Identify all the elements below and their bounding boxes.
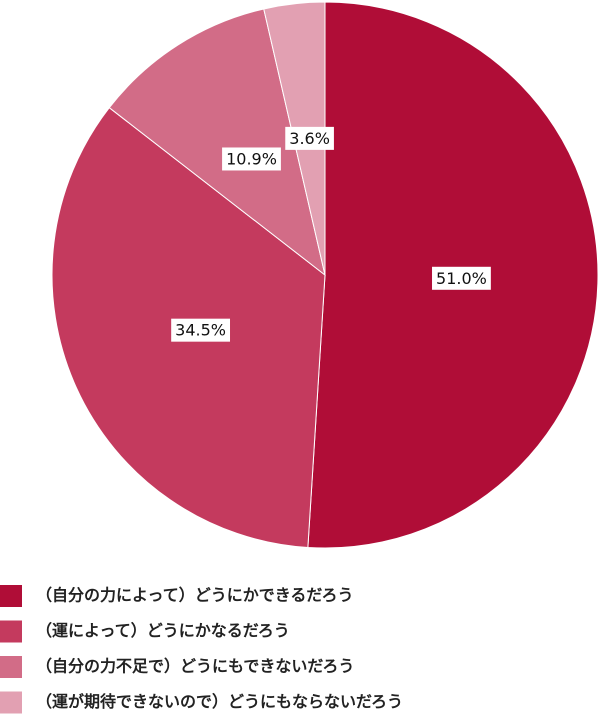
data-label-group: 10.9%: [222, 147, 281, 171]
legend-swatch: [0, 691, 22, 714]
legend-label: （自分の力によって）どうにかできるだろう: [36, 586, 353, 605]
pie-slice: [108, 8, 326, 277]
legend-swatch: [0, 620, 22, 643]
data-label-group: 51.0%: [432, 266, 491, 290]
data-label: 34.5%: [175, 321, 226, 340]
legend-swatch: [0, 656, 22, 678]
legend-label: （自分の力不足で）どうにもできないだろう: [36, 657, 354, 676]
data-label: 3.6%: [289, 129, 330, 148]
data-label-box: [285, 126, 334, 150]
legend-swatch: [0, 585, 22, 607]
legend-label: （運によって）どうにかなるだろう: [36, 621, 290, 640]
data-label-box: [222, 147, 281, 171]
data-label-box: [432, 266, 491, 290]
legend-label: （運が期待できないので）どうにもならないだろう: [36, 692, 403, 711]
data-label-group: 3.6%: [285, 126, 334, 150]
data-label-box: [171, 318, 231, 342]
data-label: 51.0%: [436, 269, 487, 288]
data-label: 10.9%: [226, 149, 277, 168]
data-label-group: 34.5%: [171, 318, 231, 342]
